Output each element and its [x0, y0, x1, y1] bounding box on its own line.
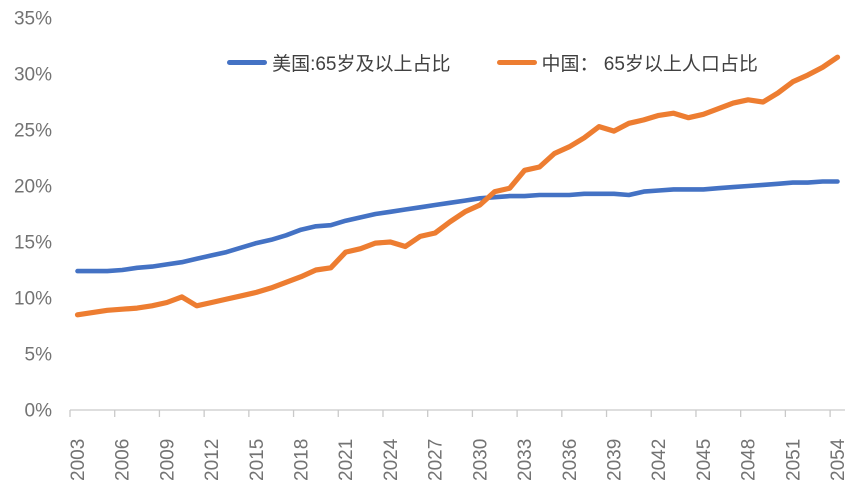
x-axis-tick-label: 2027 — [426, 439, 447, 481]
y-axis-tick-label: 35% — [14, 9, 52, 30]
x-axis-tick-label: 2018 — [292, 439, 313, 481]
x-axis-tick-label: 2036 — [560, 439, 581, 481]
x-axis-tick-label: 2045 — [694, 439, 715, 481]
x-axis-tick-label: 2030 — [470, 439, 491, 481]
y-axis-tick-label: 0% — [25, 401, 53, 422]
x-axis-tick-label: 2009 — [157, 439, 178, 481]
x-axis-tick-label: 2003 — [68, 439, 89, 481]
y-axis-tick-label: 20% — [14, 177, 52, 198]
x-axis-tick-label: 2006 — [113, 439, 134, 481]
y-axis-tick-label: 15% — [14, 233, 52, 254]
x-axis-tick-label: 2012 — [202, 439, 223, 481]
x-axis-tick-label: 2021 — [336, 439, 357, 481]
y-axis-tick-label: 5% — [25, 345, 53, 366]
x-axis-tick-label: 2033 — [515, 439, 536, 481]
x-axis-tick-label: 2024 — [381, 438, 402, 481]
x-axis-tick-label: 2048 — [739, 439, 760, 481]
y-axis-tick-label: 10% — [14, 289, 52, 310]
x-axis-tick-label: 2015 — [247, 439, 268, 481]
series-line-china — [74, 54, 841, 318]
x-axis-tick-label: 2051 — [783, 439, 804, 481]
y-axis-tick-label: 25% — [14, 121, 52, 142]
x-axis-tick-label: 2054 — [828, 438, 849, 481]
x-axis-tick-label: 2042 — [649, 439, 670, 481]
series-line-us — [75, 179, 840, 274]
x-axis-tick-label: 2039 — [604, 439, 625, 481]
y-axis-tick-label: 30% — [14, 65, 52, 86]
